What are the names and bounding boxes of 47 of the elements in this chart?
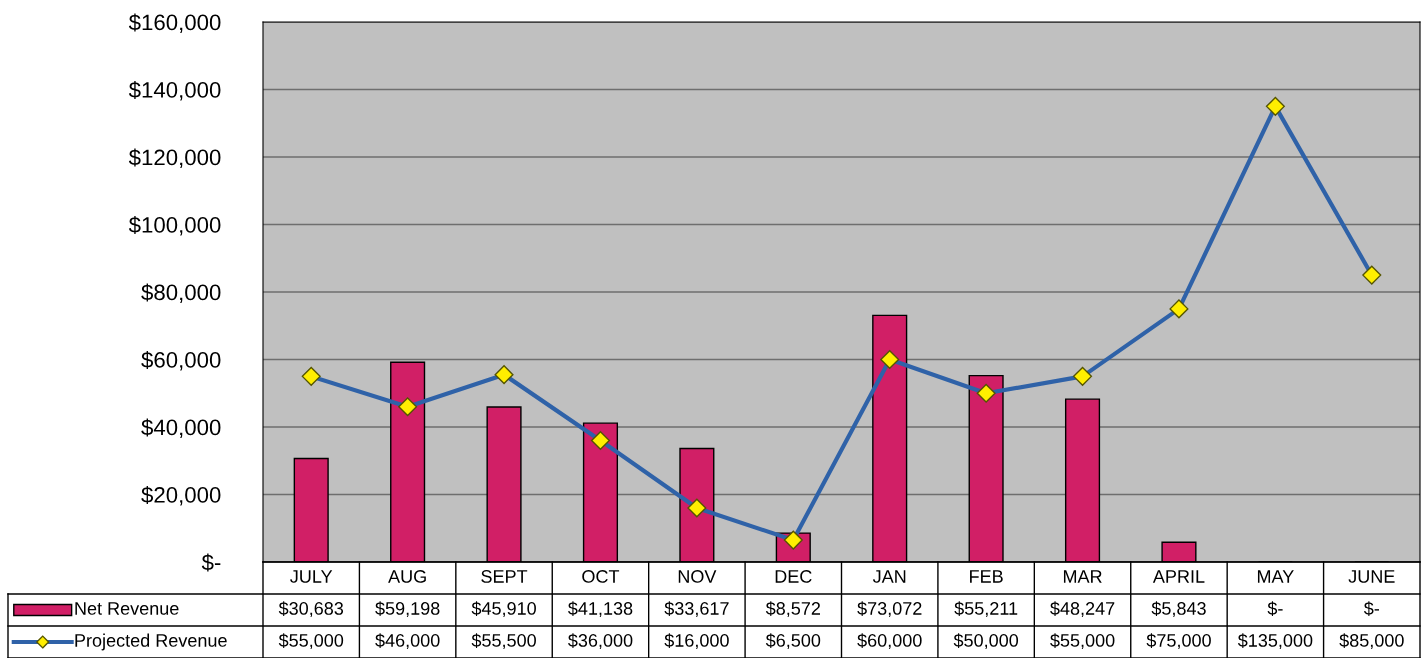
data-label: $46,000 (375, 633, 440, 649)
y-tick-label: $40,000 (141, 418, 221, 438)
y-tick-label: $80,000 (141, 283, 221, 303)
data-label: $60,000 (857, 633, 922, 649)
data-label: $16,000 (664, 633, 729, 649)
legend-label: Projected Revenue (75, 633, 227, 651)
x-tick-label: JUNE (1348, 570, 1395, 583)
y-tick-label: $20,000 (141, 486, 221, 506)
y-tick-label: $100,000 (128, 216, 221, 236)
data-label: $- (1363, 601, 1380, 616)
data-label: $55,000 (1050, 633, 1115, 649)
x-tick-label: JULY (290, 570, 333, 583)
x-tick-label: OCT (582, 570, 620, 583)
data-label: $73,072 (857, 601, 922, 617)
data-label: $33,617 (664, 601, 729, 617)
data-label: $45,910 (471, 601, 536, 617)
y-tick-label: $140,000 (128, 81, 221, 101)
data-label: $6,500 (765, 633, 821, 649)
y-tick-label: $- (201, 553, 221, 572)
x-tick-label: DEC (775, 570, 812, 583)
data-label: $- (1267, 601, 1283, 616)
y-tick-label: $120,000 (128, 148, 221, 168)
x-tick-label: FEB (970, 570, 1003, 583)
x-tick-label: APRIL (1152, 570, 1205, 583)
y-tick-label: $60,000 (141, 351, 221, 371)
x-tick-label: AUG (388, 570, 426, 583)
data-label: $55,000 (278, 633, 344, 649)
x-tick-label: MAY (1257, 570, 1294, 583)
data-label: $85,000 (1339, 633, 1404, 649)
data-label: $50,000 (953, 633, 1019, 649)
x-tick-label: MAR (1063, 570, 1102, 583)
data-label: $59,198 (375, 601, 440, 617)
data-label: $135,000 (1237, 633, 1313, 649)
y-tick-label: $160,000 (128, 13, 221, 33)
x-tick-label: SEPT (481, 570, 528, 583)
data-label: $55,211 (954, 601, 1018, 617)
data-label: $75,000 (1146, 633, 1211, 649)
data-label: $41,138 (568, 601, 633, 617)
x-tick-label: JAN (872, 570, 906, 583)
x-tick-label: NOV (678, 570, 717, 583)
data-label: $8,572 (765, 601, 820, 617)
legend-label: Net Revenue (75, 602, 179, 615)
data-label: $55,500 (471, 633, 536, 649)
data-label: $5,843 (1151, 601, 1206, 617)
data-label: $48,247 (1050, 601, 1115, 617)
data-label: $30,683 (278, 601, 344, 617)
data-label: $36,000 (568, 633, 633, 649)
